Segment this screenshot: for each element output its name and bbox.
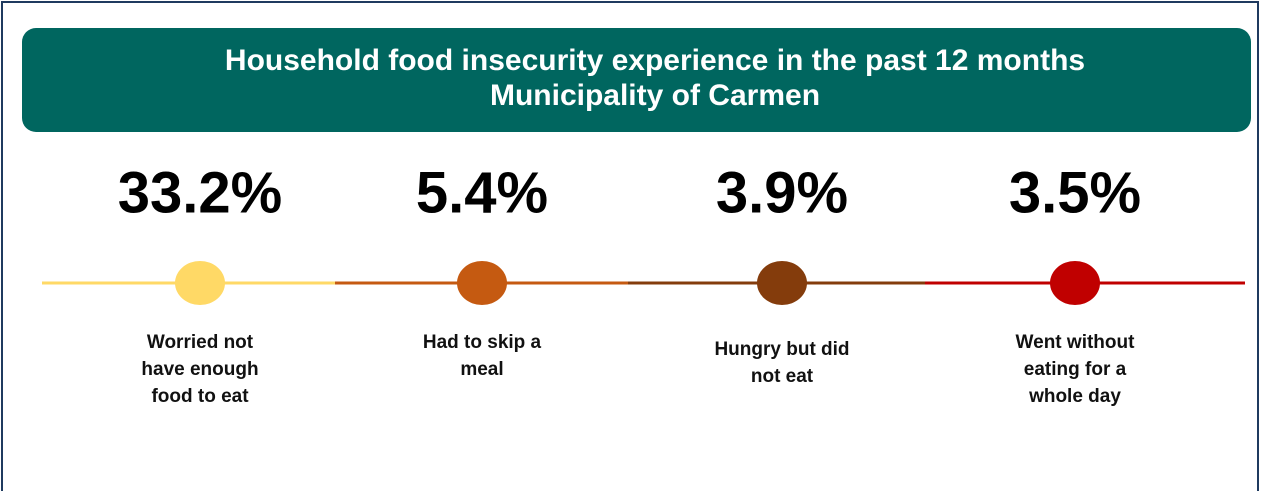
- percentage: 33.2%: [118, 160, 282, 225]
- percentage: 5.4%: [416, 160, 548, 225]
- item-label: have enough: [141, 359, 258, 380]
- item-label: whole day: [1028, 386, 1121, 407]
- item-label: Worried not: [147, 332, 254, 353]
- item-label: eating for a: [1024, 359, 1127, 380]
- item-label: not eat: [751, 366, 814, 387]
- marker-dot: [457, 261, 507, 305]
- header-subtitle: Municipality of Carmen: [490, 79, 820, 112]
- marker-dot: [1050, 261, 1100, 305]
- item-label: Hungry but did: [714, 339, 849, 360]
- marker-dot: [175, 261, 225, 305]
- item-label: Went without: [1016, 332, 1136, 353]
- header-title: Household food insecurity experience in …: [225, 44, 1085, 77]
- percentage: 3.5%: [1009, 160, 1141, 225]
- item-label: food to eat: [151, 386, 249, 407]
- percentage: 3.9%: [716, 160, 848, 225]
- item-label: Had to skip a: [423, 332, 542, 353]
- marker-dot: [757, 261, 807, 305]
- item-label: meal: [460, 359, 503, 380]
- header-banner: [22, 28, 1251, 132]
